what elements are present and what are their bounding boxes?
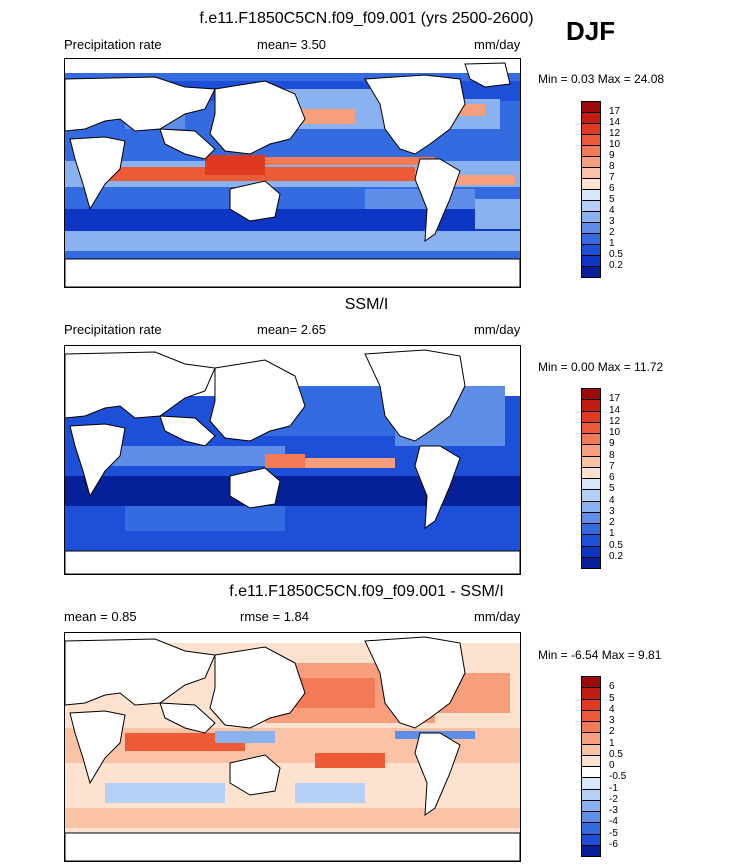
colorbar-tick-label: 0.5: [609, 748, 623, 760]
panel-3-colorbar: 6 5 4 3 2 1 0.5 0 -0.5 -1 -2 -3 -4 -5 -6: [581, 676, 626, 857]
colorbar-tick-label: 9: [609, 150, 615, 161]
colorbar-tick-label: -1: [609, 782, 618, 794]
colorbar-tick-label: -6: [609, 838, 618, 850]
colorbar-tick-label: -5: [609, 827, 618, 839]
panel-2-mean-label: mean= 2.65: [257, 322, 327, 337]
season-label: DJF: [566, 16, 616, 46]
panel-2-units-label: mm/day: [474, 322, 521, 337]
panel-3-minmax-label: Min = -6.54 Max = 9.81: [538, 648, 662, 662]
panel-1-colorbar: 17 14 12 10 9 8 7 6 5 4 3 2 1 0.5 0.2: [581, 101, 623, 278]
colorbar-tick-label: 8: [609, 449, 615, 461]
colorbar-tick-label: 5: [609, 194, 615, 205]
colorbar-tick-label: 0.5: [609, 539, 623, 551]
panel-3-map: [64, 632, 521, 862]
colorbar-tick-label: 17: [609, 393, 621, 405]
colorbar-tick-label: 5: [609, 483, 615, 495]
colorbar-tick-label: 2: [609, 726, 615, 738]
colorbar-tick-label: 2: [609, 517, 615, 528]
colorbar-tick-label: 10: [609, 427, 621, 438]
panel-3-title: f.e11.F1850C5CN.f09_f09.001 - SSM/I: [229, 583, 504, 600]
colorbar-tick-label: 10: [609, 139, 621, 150]
colorbar-swatch: [581, 266, 601, 278]
panel-2-minmax-label: Min = 0.00 Max = 11.72: [538, 360, 664, 374]
panel-1-variable-label: Precipitation rate: [64, 37, 162, 52]
panel-1-units-label: mm/day: [474, 37, 521, 52]
colorbar-tick-label: 4: [609, 494, 615, 506]
colorbar-tick-label: 12: [609, 415, 621, 427]
colorbar-tick-label: 0: [609, 760, 615, 771]
panel-2-variable-label: Precipitation rate: [64, 322, 162, 337]
panel-3-mean-label: mean = 0.85: [64, 609, 137, 624]
colorbar-tick-label: -4: [609, 816, 618, 828]
colorbar-tick-label: 6: [609, 681, 615, 693]
colorbar-tick-label: 1: [609, 528, 615, 540]
colorbar-tick-label: 12: [609, 128, 621, 139]
colorbar-tick-label: 0.5: [609, 249, 623, 260]
colorbar-tick-label: 1: [609, 238, 615, 249]
colorbar-tick-label: 3: [609, 715, 615, 726]
panel-2-map: [64, 345, 521, 575]
colorbar-tick-label: 3: [609, 216, 615, 227]
panel-1-title: f.e11.F1850C5CN.f09_f09.001 (yrs 2500-26…: [199, 10, 534, 27]
panel-2-colorbar: 17 14 12 10 9 8 7 6 5 4 3 2 1 0.5 0.2: [581, 388, 623, 569]
panel-1-map: [64, 58, 521, 288]
colorbar-tick-label: 17: [609, 106, 621, 117]
panel-3-rmse-label: rmse = 1.84: [240, 609, 310, 624]
panel-1-minmax-label: Min = 0.03 Max = 24.08: [538, 72, 665, 86]
colorbar-tick-label: 0.2: [609, 550, 623, 562]
colorbar-tick-label: -2: [609, 793, 618, 805]
colorbar-tick-label: -3: [609, 805, 618, 816]
colorbar-tick-label: 4: [609, 703, 615, 715]
colorbar-tick-label: 0.2: [609, 260, 623, 271]
colorbar-tick-label: 2: [609, 227, 615, 238]
colorbar-tick-label: 7: [609, 460, 615, 472]
colorbar-swatch: [581, 844, 601, 857]
colorbar-tick-label: 14: [609, 404, 621, 416]
colorbar-tick-label: 3: [609, 505, 615, 517]
colorbar-tick-label: 6: [609, 472, 615, 483]
colorbar-tick-label: 1: [609, 737, 615, 749]
colorbar-tick-label: 6: [609, 183, 615, 194]
panel-2-title: SSM/I: [344, 296, 389, 313]
colorbar-tick-label: 5: [609, 692, 615, 704]
colorbar-tick-label: 14: [609, 117, 621, 128]
colorbar-tick-label: -0.5: [609, 771, 627, 783]
colorbar-tick-label: 7: [609, 172, 615, 183]
panel-3-units-label: mm/day: [474, 609, 521, 624]
panel-1-mean-label: mean= 3.50: [257, 37, 327, 52]
colorbar-swatch: [581, 556, 601, 569]
colorbar-tick-label: 9: [609, 438, 615, 450]
colorbar-tick-label: 8: [609, 161, 615, 172]
colorbar-tick-label: 4: [609, 205, 615, 216]
